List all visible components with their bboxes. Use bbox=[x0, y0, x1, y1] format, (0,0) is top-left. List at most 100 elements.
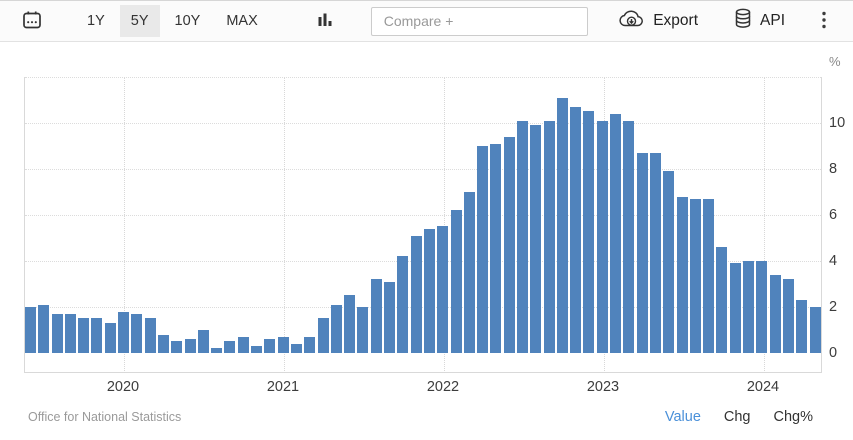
view-toggle-chg[interactable]: Chg bbox=[723, 409, 751, 425]
api-label: API bbox=[760, 12, 785, 29]
bar[interactable] bbox=[516, 121, 528, 353]
bar[interactable] bbox=[51, 314, 63, 353]
bar[interactable] bbox=[623, 121, 635, 353]
bar[interactable] bbox=[224, 341, 236, 353]
calendar-button[interactable] bbox=[18, 6, 46, 37]
bar[interactable] bbox=[78, 318, 90, 353]
bar[interactable] bbox=[144, 318, 156, 353]
bar[interactable] bbox=[370, 279, 382, 353]
y-axis-unit-label: % bbox=[829, 54, 841, 69]
bar[interactable] bbox=[344, 295, 356, 353]
bar[interactable] bbox=[769, 275, 781, 353]
bar[interactable] bbox=[530, 125, 542, 353]
gridline-horizontal bbox=[25, 169, 821, 170]
cloud-download-icon bbox=[618, 9, 645, 33]
bar[interactable] bbox=[543, 121, 555, 353]
export-button[interactable]: Export bbox=[618, 9, 698, 33]
gridline-year bbox=[284, 77, 285, 373]
bar[interactable] bbox=[437, 226, 449, 353]
source-attribution: Office for National Statistics bbox=[28, 410, 182, 424]
database-icon bbox=[734, 8, 752, 34]
bar[interactable] bbox=[689, 199, 701, 353]
bar[interactable] bbox=[91, 318, 103, 353]
kebab-menu-icon bbox=[821, 10, 827, 33]
y-axis-tick-label: 8 bbox=[829, 161, 838, 177]
range-button-5y[interactable]: 5Y bbox=[119, 5, 160, 37]
bar[interactable] bbox=[118, 312, 130, 353]
bar[interactable] bbox=[290, 344, 302, 353]
y-axis-tick-label: 4 bbox=[829, 253, 838, 269]
bar[interactable] bbox=[330, 305, 342, 353]
x-axis-year-label: 2020 bbox=[106, 379, 140, 395]
gridline-horizontal bbox=[25, 215, 821, 216]
bar[interactable] bbox=[423, 229, 435, 353]
bar[interactable] bbox=[809, 307, 821, 353]
bar[interactable] bbox=[716, 247, 728, 353]
bar[interactable] bbox=[490, 144, 502, 353]
bar[interactable] bbox=[663, 171, 675, 353]
chart-area: % 2020 2021 2022 2023 2024 0 2 4 6 8 10 bbox=[0, 42, 853, 400]
bar[interactable] bbox=[157, 335, 169, 353]
bar[interactable] bbox=[796, 300, 808, 353]
compare-input[interactable] bbox=[370, 6, 589, 36]
bar[interactable] bbox=[304, 337, 316, 353]
bar[interactable] bbox=[25, 307, 36, 353]
bar[interactable] bbox=[649, 153, 661, 353]
bar[interactable] bbox=[782, 279, 794, 353]
calendar-icon bbox=[22, 10, 42, 33]
bar[interactable] bbox=[570, 107, 582, 353]
bar[interactable] bbox=[131, 314, 143, 353]
bar[interactable] bbox=[264, 339, 276, 353]
bar[interactable] bbox=[676, 197, 688, 353]
bar[interactable] bbox=[211, 348, 223, 353]
view-toggle-group: Value Chg Chg% bbox=[665, 409, 813, 425]
gridline-horizontal bbox=[25, 123, 821, 124]
bar[interactable] bbox=[197, 330, 209, 353]
bar[interactable] bbox=[38, 305, 50, 353]
bar[interactable] bbox=[503, 137, 515, 353]
range-button-1y[interactable]: 1Y bbox=[76, 5, 116, 37]
bar[interactable] bbox=[636, 153, 648, 353]
y-axis-tick-label: 10 bbox=[829, 115, 846, 131]
x-axis-year-label: 2022 bbox=[426, 379, 460, 395]
bar[interactable] bbox=[477, 146, 489, 353]
bar[interactable] bbox=[317, 318, 329, 353]
bar[interactable] bbox=[410, 236, 422, 353]
bar[interactable] bbox=[184, 339, 196, 353]
gridline-horizontal bbox=[25, 261, 821, 262]
more-options-button[interactable] bbox=[817, 6, 831, 37]
plot-area bbox=[24, 77, 822, 373]
view-toggle-value[interactable]: Value bbox=[664, 409, 701, 425]
bar[interactable] bbox=[703, 199, 715, 353]
bar[interactable] bbox=[64, 314, 76, 353]
bar[interactable] bbox=[556, 98, 568, 353]
bar[interactable] bbox=[397, 256, 409, 353]
bar[interactable] bbox=[743, 261, 755, 353]
bar[interactable] bbox=[384, 282, 396, 353]
range-button-10y[interactable]: 10Y bbox=[164, 5, 212, 37]
bar[interactable] bbox=[756, 261, 768, 353]
footer: Office for National Statistics Value Chg… bbox=[0, 400, 853, 440]
bar[interactable] bbox=[104, 323, 116, 353]
bar[interactable] bbox=[610, 114, 622, 353]
toolbar: 1Y 5Y 10Y MAX Export bbox=[0, 0, 853, 42]
gridline-horizontal bbox=[25, 307, 821, 308]
bar[interactable] bbox=[171, 341, 183, 353]
export-label: Export bbox=[653, 12, 699, 29]
bar[interactable] bbox=[583, 111, 595, 353]
bar[interactable] bbox=[251, 346, 263, 353]
view-toggle-chgpct[interactable]: Chg% bbox=[773, 409, 814, 425]
x-axis-year-label: 2023 bbox=[586, 379, 620, 395]
api-button[interactable]: API bbox=[734, 8, 785, 34]
bar[interactable] bbox=[237, 337, 249, 353]
bar[interactable] bbox=[729, 263, 741, 353]
x-axis-year-label: 2021 bbox=[266, 379, 300, 395]
chart-type-button[interactable] bbox=[313, 7, 337, 35]
bar[interactable] bbox=[463, 192, 475, 353]
gridline-year bbox=[124, 77, 125, 373]
bar[interactable] bbox=[450, 210, 462, 353]
bar[interactable] bbox=[277, 337, 289, 353]
bar[interactable] bbox=[596, 121, 608, 353]
bar[interactable] bbox=[357, 307, 369, 353]
range-button-max[interactable]: MAX bbox=[215, 5, 268, 37]
